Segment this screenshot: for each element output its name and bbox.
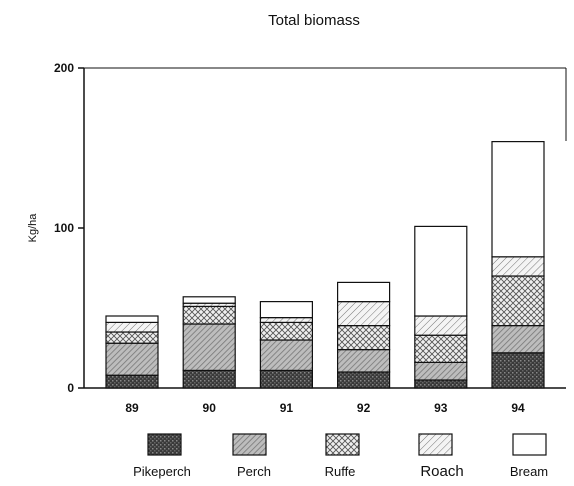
bar-segment-perch-92: [337, 349, 391, 373]
bar-segment-roach-94: [491, 256, 545, 277]
bar-segment-ruffe-90: [182, 305, 236, 325]
x-tick-label: 94: [511, 401, 525, 415]
legend-label-roach: Roach: [420, 463, 463, 480]
bar-segment-ruffe-91: [259, 321, 313, 341]
bar-segment-bream-90: [182, 296, 236, 304]
y-tick-label: 0: [67, 381, 74, 395]
bar-segment-pikeperch-91: [259, 369, 313, 389]
legend-label-pikeperch: Pikeperch: [133, 464, 191, 479]
x-tick-label: 89: [125, 401, 139, 415]
bar-segment-ruffe-89: [105, 331, 159, 344]
legend: Pikeperch Perch Ruffe Roach Bream: [133, 433, 548, 480]
x-tick-label: 93: [434, 401, 448, 415]
bar-segment-perch-94: [491, 325, 545, 354]
legend-swatch-perch: [232, 433, 267, 456]
x-axis-ticks: 89 90 91 92 93 94: [125, 401, 525, 415]
y-axis-ticks: 0 100 200: [54, 61, 84, 395]
y-axis-label: Kg/ha: [27, 213, 39, 243]
legend-label-perch: Perch: [237, 464, 271, 479]
bar-segment-pikeperch-93: [414, 379, 468, 389]
y-tick-label: 200: [54, 61, 74, 75]
bar-segment-roach-93: [414, 315, 468, 336]
x-tick-label: 90: [203, 401, 217, 415]
y-tick-label: 100: [54, 221, 74, 235]
bar-segment-ruffe-92: [337, 325, 391, 351]
legend-swatch-bream: [512, 433, 547, 456]
bar-segment-perch-90: [182, 323, 236, 372]
bar-segment-perch-91: [259, 339, 313, 371]
bar-segment-roach-92: [337, 301, 391, 327]
bar-segment-bream-94: [491, 141, 545, 258]
chart-title: Total biomass: [268, 12, 360, 29]
x-tick-label: 92: [357, 401, 371, 415]
legend-swatch-roach: [418, 433, 453, 456]
bar-segment-pikeperch-89: [105, 374, 159, 389]
legend-label-ruffe: Ruffe: [325, 464, 356, 479]
bar-segment-bream-93: [414, 225, 468, 317]
bar-segment-bream-92: [337, 281, 391, 303]
bar-stacks: [105, 141, 545, 389]
bar-segment-ruffe-94: [491, 275, 545, 327]
legend-swatch-pikeperch: [147, 433, 182, 456]
bar-segment-pikeperch-90: [182, 369, 236, 389]
bar-segment-bream-89: [105, 315, 159, 324]
x-tick-label: 91: [280, 401, 294, 415]
bar-segment-ruffe-93: [414, 334, 468, 364]
legend-label-bream: Bream: [510, 464, 548, 479]
bar-segment-perch-93: [414, 361, 468, 381]
bar-segment-roach-89: [105, 321, 159, 333]
legend-swatch-ruffe: [325, 433, 360, 456]
bar-segment-pikeperch-92: [337, 371, 391, 389]
bar-segment-perch-89: [105, 342, 159, 376]
bar-segment-roach-91: [259, 317, 313, 324]
bar-segment-pikeperch-94: [491, 352, 545, 389]
bar-segment-bream-91: [259, 301, 313, 319]
